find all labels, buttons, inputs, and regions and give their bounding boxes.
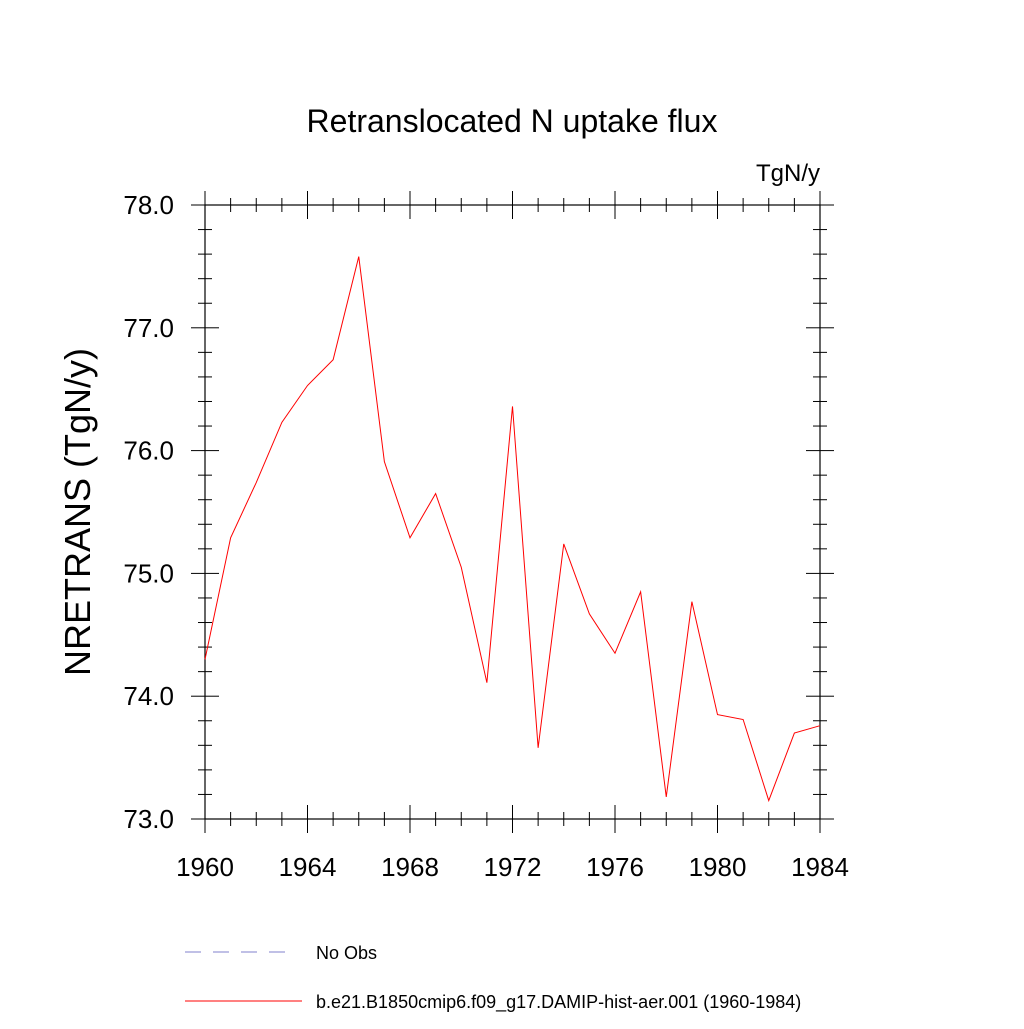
x-tick-label: 1960 — [176, 852, 234, 882]
y-tick-label: 78.0 — [123, 190, 174, 220]
data-point — [767, 799, 770, 802]
x-tick-label: 1964 — [279, 852, 337, 882]
data-point — [690, 600, 693, 603]
legend: No Obs b.e21.B1850cmip6.f09_g17.DAMIP-his… — [185, 943, 801, 1013]
y-tick-label: 77.0 — [123, 313, 174, 343]
data-point — [306, 384, 309, 387]
data-point — [280, 421, 283, 424]
x-tick-label: 1980 — [689, 852, 747, 882]
data-point — [588, 612, 591, 615]
data-point — [562, 542, 565, 545]
data-point — [665, 795, 668, 798]
y-axis-label: NRETRANS (TgN/y) — [57, 348, 98, 676]
data-point — [383, 460, 386, 463]
y-tick-labels: 73.0 74.0 75.0 76.0 77.0 78.0 — [123, 190, 174, 834]
x-tick-label: 1976 — [586, 852, 644, 882]
x-tick-label: 1984 — [791, 852, 849, 882]
data-point — [332, 358, 335, 361]
chart-title: Retranslocated N uptake flux — [307, 103, 718, 139]
data-point — [716, 713, 719, 716]
plot-frame — [204, 204, 821, 820]
y-tick-label: 73.0 — [123, 804, 174, 834]
y-tick-label: 75.0 — [123, 558, 174, 588]
data-point — [255, 481, 258, 484]
series-lines — [204, 255, 822, 803]
data-point — [409, 536, 412, 539]
legend-label: No Obs — [316, 943, 377, 963]
data-point — [819, 724, 822, 727]
data-point — [793, 732, 796, 735]
data-point — [511, 405, 514, 408]
data-point — [742, 718, 745, 721]
data-point — [434, 492, 437, 495]
data-point — [229, 536, 232, 539]
data-point — [639, 590, 642, 593]
x-tick-labels: 1960 1964 1968 1972 1976 1980 1984 — [176, 852, 849, 882]
data-point — [614, 652, 617, 655]
series-line — [204, 256, 821, 803]
data-point — [485, 681, 488, 684]
x-tick-label: 1972 — [484, 852, 542, 882]
data-point — [204, 658, 207, 661]
axis-ticks — [191, 191, 834, 833]
units-label: TgN/y — [756, 160, 820, 187]
data-point — [357, 255, 360, 258]
data-point — [537, 746, 540, 749]
x-tick-label: 1968 — [381, 852, 439, 882]
data-point — [460, 566, 463, 569]
y-tick-label: 74.0 — [123, 681, 174, 711]
legend-label: b.e21.B1850cmip6.f09_g17.DAMIP-hist-aer.… — [316, 992, 801, 1013]
y-tick-label: 76.0 — [123, 436, 174, 466]
